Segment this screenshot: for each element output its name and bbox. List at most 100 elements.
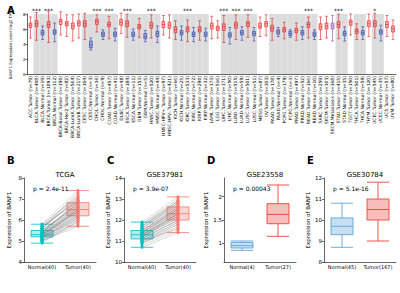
- svg-text:BRCA.Normal (n=112): BRCA.Normal (n=112): [52, 76, 57, 126]
- svg-text:p = 3.9e-07: p = 3.9e-07: [133, 185, 169, 193]
- svg-text:BLCA.Normal (n=19): BLCA.Normal (n=19): [40, 76, 45, 123]
- svg-text:READ.Tumor (n=166): READ.Tumor (n=166): [306, 76, 311, 124]
- svg-text:4: 4: [19, 259, 23, 265]
- svg-text:10: 10: [315, 217, 322, 223]
- svg-text:Normal(40): Normal(40): [128, 264, 156, 270]
- svg-text:Expression of BANF1: Expression of BANF1: [305, 192, 312, 249]
- svg-text:11: 11: [315, 196, 322, 202]
- svg-text:LAML.Tumor (n=173): LAML.Tumor (n=173): [209, 76, 214, 124]
- svg-text:8: 8: [23, 12, 26, 17]
- svg-text:HNSC.Normal (n=44): HNSC.Normal (n=44): [155, 76, 160, 124]
- svg-text:***: ***: [183, 7, 192, 14]
- svg-text:Tumor(167): Tumor(167): [363, 264, 393, 270]
- svg-text:CESC.Tumor (n=304): CESC.Tumor (n=304): [82, 76, 87, 124]
- svg-text:B: B: [7, 155, 15, 166]
- svg-text:E: E: [307, 155, 314, 166]
- svg-text:GSE23558: GSE23558: [247, 171, 284, 179]
- svg-text:***: ***: [334, 7, 343, 14]
- svg-text:ESCA.Tumor (n=184): ESCA.Tumor (n=184): [125, 76, 130, 124]
- svg-text:SKCM.Metastasis (n=368): SKCM.Metastasis (n=368): [330, 76, 335, 134]
- svg-text:HNSC-HPV+.Tumor (n=97): HNSC-HPV+.Tumor (n=97): [161, 76, 166, 136]
- svg-text:1: 1: [219, 240, 223, 246]
- svg-text:0: 0: [23, 72, 26, 77]
- svg-text:LIHC.Normal (n=50): LIHC.Normal (n=50): [227, 76, 232, 122]
- svg-text:p = 0.00043: p = 0.00043: [233, 185, 271, 193]
- svg-text:HNSC-HPV-.Tumor (n=421): HNSC-HPV-.Tumor (n=421): [167, 76, 172, 137]
- svg-text:6: 6: [23, 27, 26, 32]
- svg-text:2: 2: [219, 194, 223, 200]
- svg-text:7: 7: [19, 196, 23, 202]
- svg-text:BRCA-Basal.Tumor (n=190): BRCA-Basal.Tumor (n=190): [58, 76, 63, 138]
- svg-text:LGG.Tumor (n=516): LGG.Tumor (n=516): [215, 76, 220, 121]
- svg-text:THCA.Tumor (n=501): THCA.Tumor (n=501): [354, 76, 359, 125]
- svg-text:KIRP.Tumor (n=290): KIRP.Tumor (n=290): [197, 76, 202, 121]
- svg-text:***: ***: [92, 7, 101, 14]
- svg-text:PRAD.Normal (n=52): PRAD.Normal (n=52): [300, 76, 305, 123]
- svg-text:OV.Tumor (n=303): OV.Tumor (n=303): [264, 76, 269, 118]
- svg-text:C: C: [107, 155, 114, 166]
- svg-text:LUAD.Normal (n=59): LUAD.Normal (n=59): [239, 76, 244, 123]
- svg-text:BRCA-LumB.Tumor (n=217): BRCA-LumB.Tumor (n=217): [76, 76, 81, 138]
- svg-text:Tumor(40): Tumor(40): [64, 264, 91, 270]
- svg-text:PAAD.Tumor (n=178): PAAD.Tumor (n=178): [270, 76, 275, 124]
- svg-text:KIRC.Normal (n=72): KIRC.Normal (n=72): [191, 76, 196, 122]
- svg-text:COAD.Tumor (n=457): COAD.Tumor (n=457): [107, 76, 112, 125]
- svg-text:8: 8: [319, 259, 323, 265]
- svg-text:14: 14: [115, 175, 122, 181]
- svg-text:GBM.Tumor (n=153): GBM.Tumor (n=153): [137, 76, 142, 122]
- svg-text:PAAD.Normal (n=4): PAAD.Normal (n=4): [276, 76, 281, 121]
- svg-text:5: 5: [19, 238, 23, 244]
- svg-text:Normal(40): Normal(40): [28, 264, 56, 270]
- svg-text:UCEC.Normal (n=35): UCEC.Normal (n=35): [378, 76, 383, 124]
- svg-text:GBM.Normal (n=5): GBM.Normal (n=5): [143, 76, 148, 119]
- svg-text:SARC.Tumor (n=259): SARC.Tumor (n=259): [318, 76, 323, 124]
- svg-text:TGCT.Tumor (n=150): TGCT.Tumor (n=150): [348, 76, 353, 124]
- svg-text:8: 8: [19, 175, 23, 181]
- svg-text:***: ***: [231, 7, 240, 14]
- svg-text:GSE37981: GSE37981: [147, 171, 184, 179]
- svg-text:THYM.Tumor (n=120): THYM.Tumor (n=120): [366, 76, 371, 125]
- svg-text:***: ***: [147, 7, 156, 14]
- svg-text:BRCA-LumA.Tumor (n=564): BRCA-LumA.Tumor (n=564): [70, 76, 75, 138]
- svg-text:***: ***: [123, 7, 132, 14]
- svg-text:p = 2.4e-11: p = 2.4e-11: [33, 185, 69, 193]
- svg-text:p = 5.1e-16: p = 5.1e-16: [333, 185, 369, 193]
- svg-text:13: 13: [115, 196, 122, 202]
- svg-text:UCS.Tumor (n=57): UCS.Tumor (n=57): [384, 76, 389, 118]
- svg-text:CESC.Normal (n=3): CESC.Normal (n=3): [88, 76, 93, 120]
- svg-text:KICH.Normal (n=25): KICH.Normal (n=25): [179, 76, 184, 122]
- svg-text:Normal(4): Normal(4): [229, 264, 254, 270]
- svg-text:UCEC.Tumor (n=545): UCEC.Tumor (n=545): [372, 76, 377, 124]
- svg-text:LUSC.Tumor (n=501): LUSC.Tumor (n=501): [245, 76, 250, 123]
- svg-text:12: 12: [115, 217, 122, 223]
- svg-text:2: 2: [23, 57, 26, 62]
- svg-text:DLBC.Tumor (n=48): DLBC.Tumor (n=48): [119, 76, 124, 121]
- svg-text:BANF1 Expression Level (log2 T: BANF1 Expression Level (log2 TPM): [8, 8, 13, 79]
- svg-text:TCGA: TCGA: [55, 171, 75, 179]
- svg-text:CHOL.Tumor (n=36): CHOL.Tumor (n=36): [94, 76, 99, 121]
- svg-text:UVM.Tumor (n=80): UVM.Tumor (n=80): [390, 76, 395, 119]
- svg-text:STAD.Normal (n=35): STAD.Normal (n=35): [342, 76, 347, 123]
- svg-text:6: 6: [19, 217, 23, 223]
- svg-text:Tumor(40): Tumor(40): [164, 264, 191, 270]
- svg-text:Expression of BANF1: Expression of BANF1: [105, 192, 112, 249]
- svg-text:***: ***: [243, 7, 252, 14]
- svg-text:GSE30784: GSE30784: [347, 171, 384, 179]
- svg-text:A: A: [7, 5, 15, 16]
- svg-text:ESCA.Normal (n=11): ESCA.Normal (n=11): [131, 76, 136, 123]
- svg-text:HNSC.Tumor (n=520): HNSC.Tumor (n=520): [149, 76, 154, 124]
- svg-text:KICH.Tumor (n=66): KICH.Tumor (n=66): [173, 76, 178, 120]
- svg-text:KIRC.Tumor (n=533): KIRC.Tumor (n=533): [185, 76, 190, 122]
- svg-text:9: 9: [319, 238, 323, 244]
- svg-text:MESO.Tumor (n=87): MESO.Tumor (n=87): [258, 76, 263, 122]
- svg-text:BLCA.Tumor (n=408): BLCA.Tumor (n=408): [34, 76, 39, 123]
- svg-text:*: *: [373, 7, 376, 14]
- svg-text:12: 12: [315, 175, 322, 181]
- svg-text:4: 4: [23, 42, 26, 47]
- svg-text:***: ***: [219, 7, 228, 14]
- svg-text:10: 10: [115, 259, 122, 265]
- svg-text:LUAD.Tumor (n=515): LUAD.Tumor (n=515): [233, 76, 238, 124]
- svg-text:Normal(45): Normal(45): [328, 264, 356, 270]
- svg-text:1.5: 1.5: [213, 217, 222, 223]
- svg-text:Expression of BANF1: Expression of BANF1: [203, 192, 210, 249]
